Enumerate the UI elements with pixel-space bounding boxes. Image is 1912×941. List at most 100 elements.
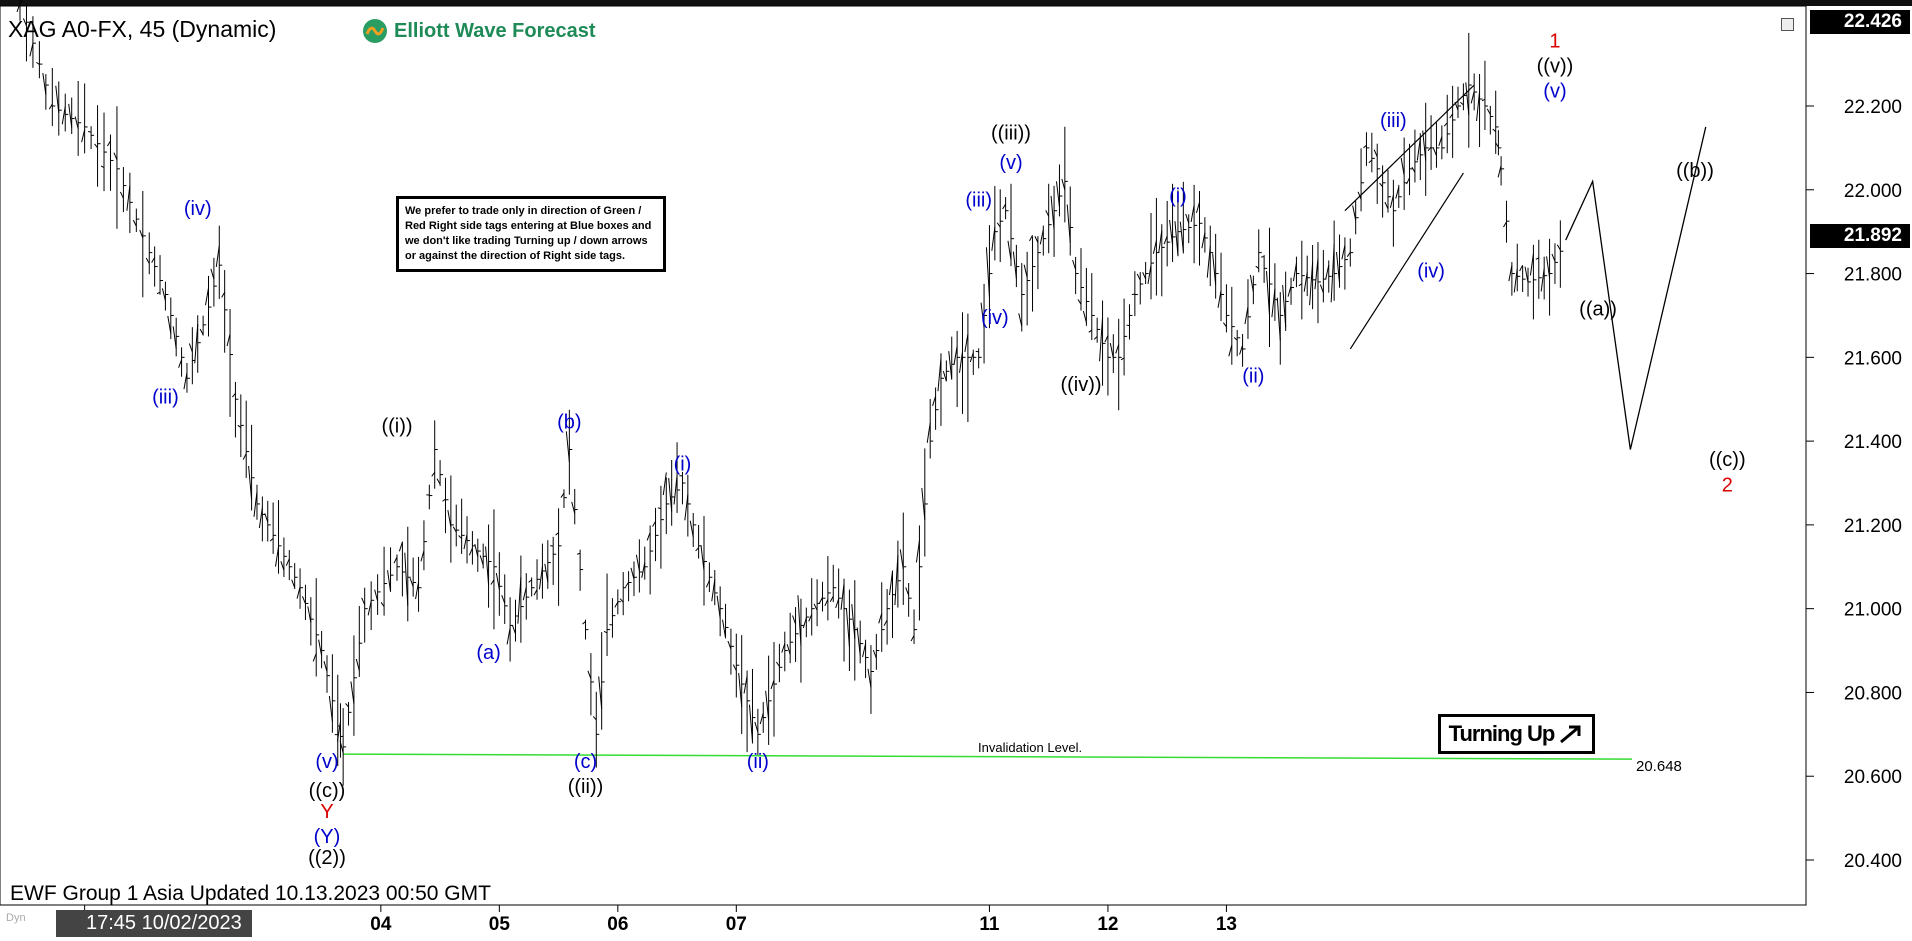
price-bar (679, 471, 686, 505)
price-bar (1061, 126, 1068, 223)
price-bar (808, 578, 815, 636)
price-bar (1072, 256, 1079, 295)
brand-name: Elliott Wave Forecast (394, 19, 596, 42)
price-tick-label: 21.000 (1844, 600, 1902, 621)
price-bar (183, 363, 190, 393)
price-tick-label: 22.000 (1844, 181, 1902, 202)
price-bar (458, 498, 465, 554)
price-bar (1309, 245, 1316, 310)
price-bar (781, 631, 788, 672)
price-bar (991, 185, 998, 261)
price-bar (571, 488, 578, 525)
price-bar (1018, 263, 1025, 332)
price-bar (786, 612, 794, 664)
price-bar (533, 559, 541, 600)
price-bar (1034, 236, 1041, 290)
price-bar (910, 609, 918, 645)
price-bar (380, 546, 388, 616)
price-bar (501, 574, 508, 624)
price-bar (625, 571, 632, 602)
price-bar (1443, 94, 1451, 154)
turning-up-badge: Turning Up (1438, 714, 1595, 754)
price-bar (210, 257, 217, 307)
price-bar (323, 655, 330, 693)
price-bar (942, 360, 950, 382)
price-bar (969, 349, 977, 375)
wave-label: 1 (1549, 30, 1560, 52)
price-bar (1368, 132, 1375, 173)
price-bar (48, 67, 56, 127)
price-bar (1476, 74, 1483, 147)
price-bar (603, 573, 611, 657)
price-bar (555, 508, 562, 606)
price-bar (29, 16, 36, 68)
price-bar (404, 526, 411, 622)
price-bar (253, 484, 260, 520)
price-bar (1223, 284, 1230, 333)
price-bar (355, 605, 363, 677)
price-bar (824, 556, 831, 621)
wave-label: (iv) (184, 198, 212, 220)
price-bar (1411, 129, 1418, 183)
price-bar (1088, 273, 1095, 341)
price-bar (1147, 212, 1155, 300)
price-bar (1196, 191, 1203, 266)
price-bar (431, 420, 438, 489)
price-bar (937, 353, 944, 426)
price-bar (1276, 292, 1284, 365)
wave-label: (a) (476, 642, 500, 664)
time-tick-label: 12 (1097, 914, 1118, 935)
restore-window-icon[interactable] (1781, 18, 1794, 31)
price-bar (1336, 234, 1343, 288)
price-bar (1282, 271, 1289, 331)
wave-label: (iii) (1380, 110, 1407, 132)
price-bar (409, 557, 417, 597)
price-bar (1470, 73, 1478, 111)
price-bar (1136, 272, 1144, 305)
wave-labels: (iv)(iii)(v)((c))Y(Y)((2))((i))(a)(b)(c)… (152, 30, 1746, 869)
price-bar (301, 584, 309, 621)
wave-label: (iv) (1417, 261, 1445, 283)
wave-label: ((b)) (1676, 160, 1714, 182)
price-bar (1341, 237, 1348, 290)
price-bar (221, 270, 228, 353)
price-bar (291, 563, 298, 590)
price-bar (1131, 271, 1138, 317)
price-bar (1449, 85, 1456, 158)
price-bar (1099, 300, 1106, 386)
update-footer: EWF Group 1 Asia Updated 10.13.2023 00:5… (10, 882, 491, 905)
wave-label: (iv) (981, 307, 1009, 329)
price-bar (420, 520, 427, 571)
price-tick-label: 20.600 (1844, 767, 1902, 788)
price-bar (345, 702, 352, 726)
price-badge-current: 21.892 (1810, 224, 1910, 248)
wave-label: ((c)) (309, 780, 346, 802)
price-bar (770, 642, 778, 737)
price-bar (215, 225, 223, 299)
price-bar (727, 628, 734, 675)
price-bar (560, 489, 567, 509)
wave-label: ((iii)) (991, 123, 1031, 145)
price-bar (1357, 148, 1365, 212)
price-bar (802, 607, 810, 638)
price-bar (743, 670, 751, 753)
price-bar (490, 509, 497, 630)
price-bar (948, 336, 955, 380)
price-bar (87, 126, 95, 150)
price-bar (614, 589, 621, 615)
price-bar (61, 93, 69, 132)
trading-note: We prefer to trade only in direction of … (396, 196, 666, 272)
price-bar (797, 595, 804, 683)
wave-label: (iii) (152, 386, 179, 408)
price-bar (673, 442, 681, 513)
price-bar (754, 708, 761, 755)
wave-label: ((a)) (1579, 298, 1617, 320)
price-bar (662, 472, 670, 535)
invalidation-label: Invalidation Level. (978, 740, 1083, 755)
price-bar (474, 538, 481, 572)
projection-layer (1344, 84, 1707, 450)
price-bar (856, 620, 864, 664)
price-bar (538, 543, 546, 599)
price-bar (1158, 224, 1165, 297)
price-bar (1142, 261, 1149, 285)
